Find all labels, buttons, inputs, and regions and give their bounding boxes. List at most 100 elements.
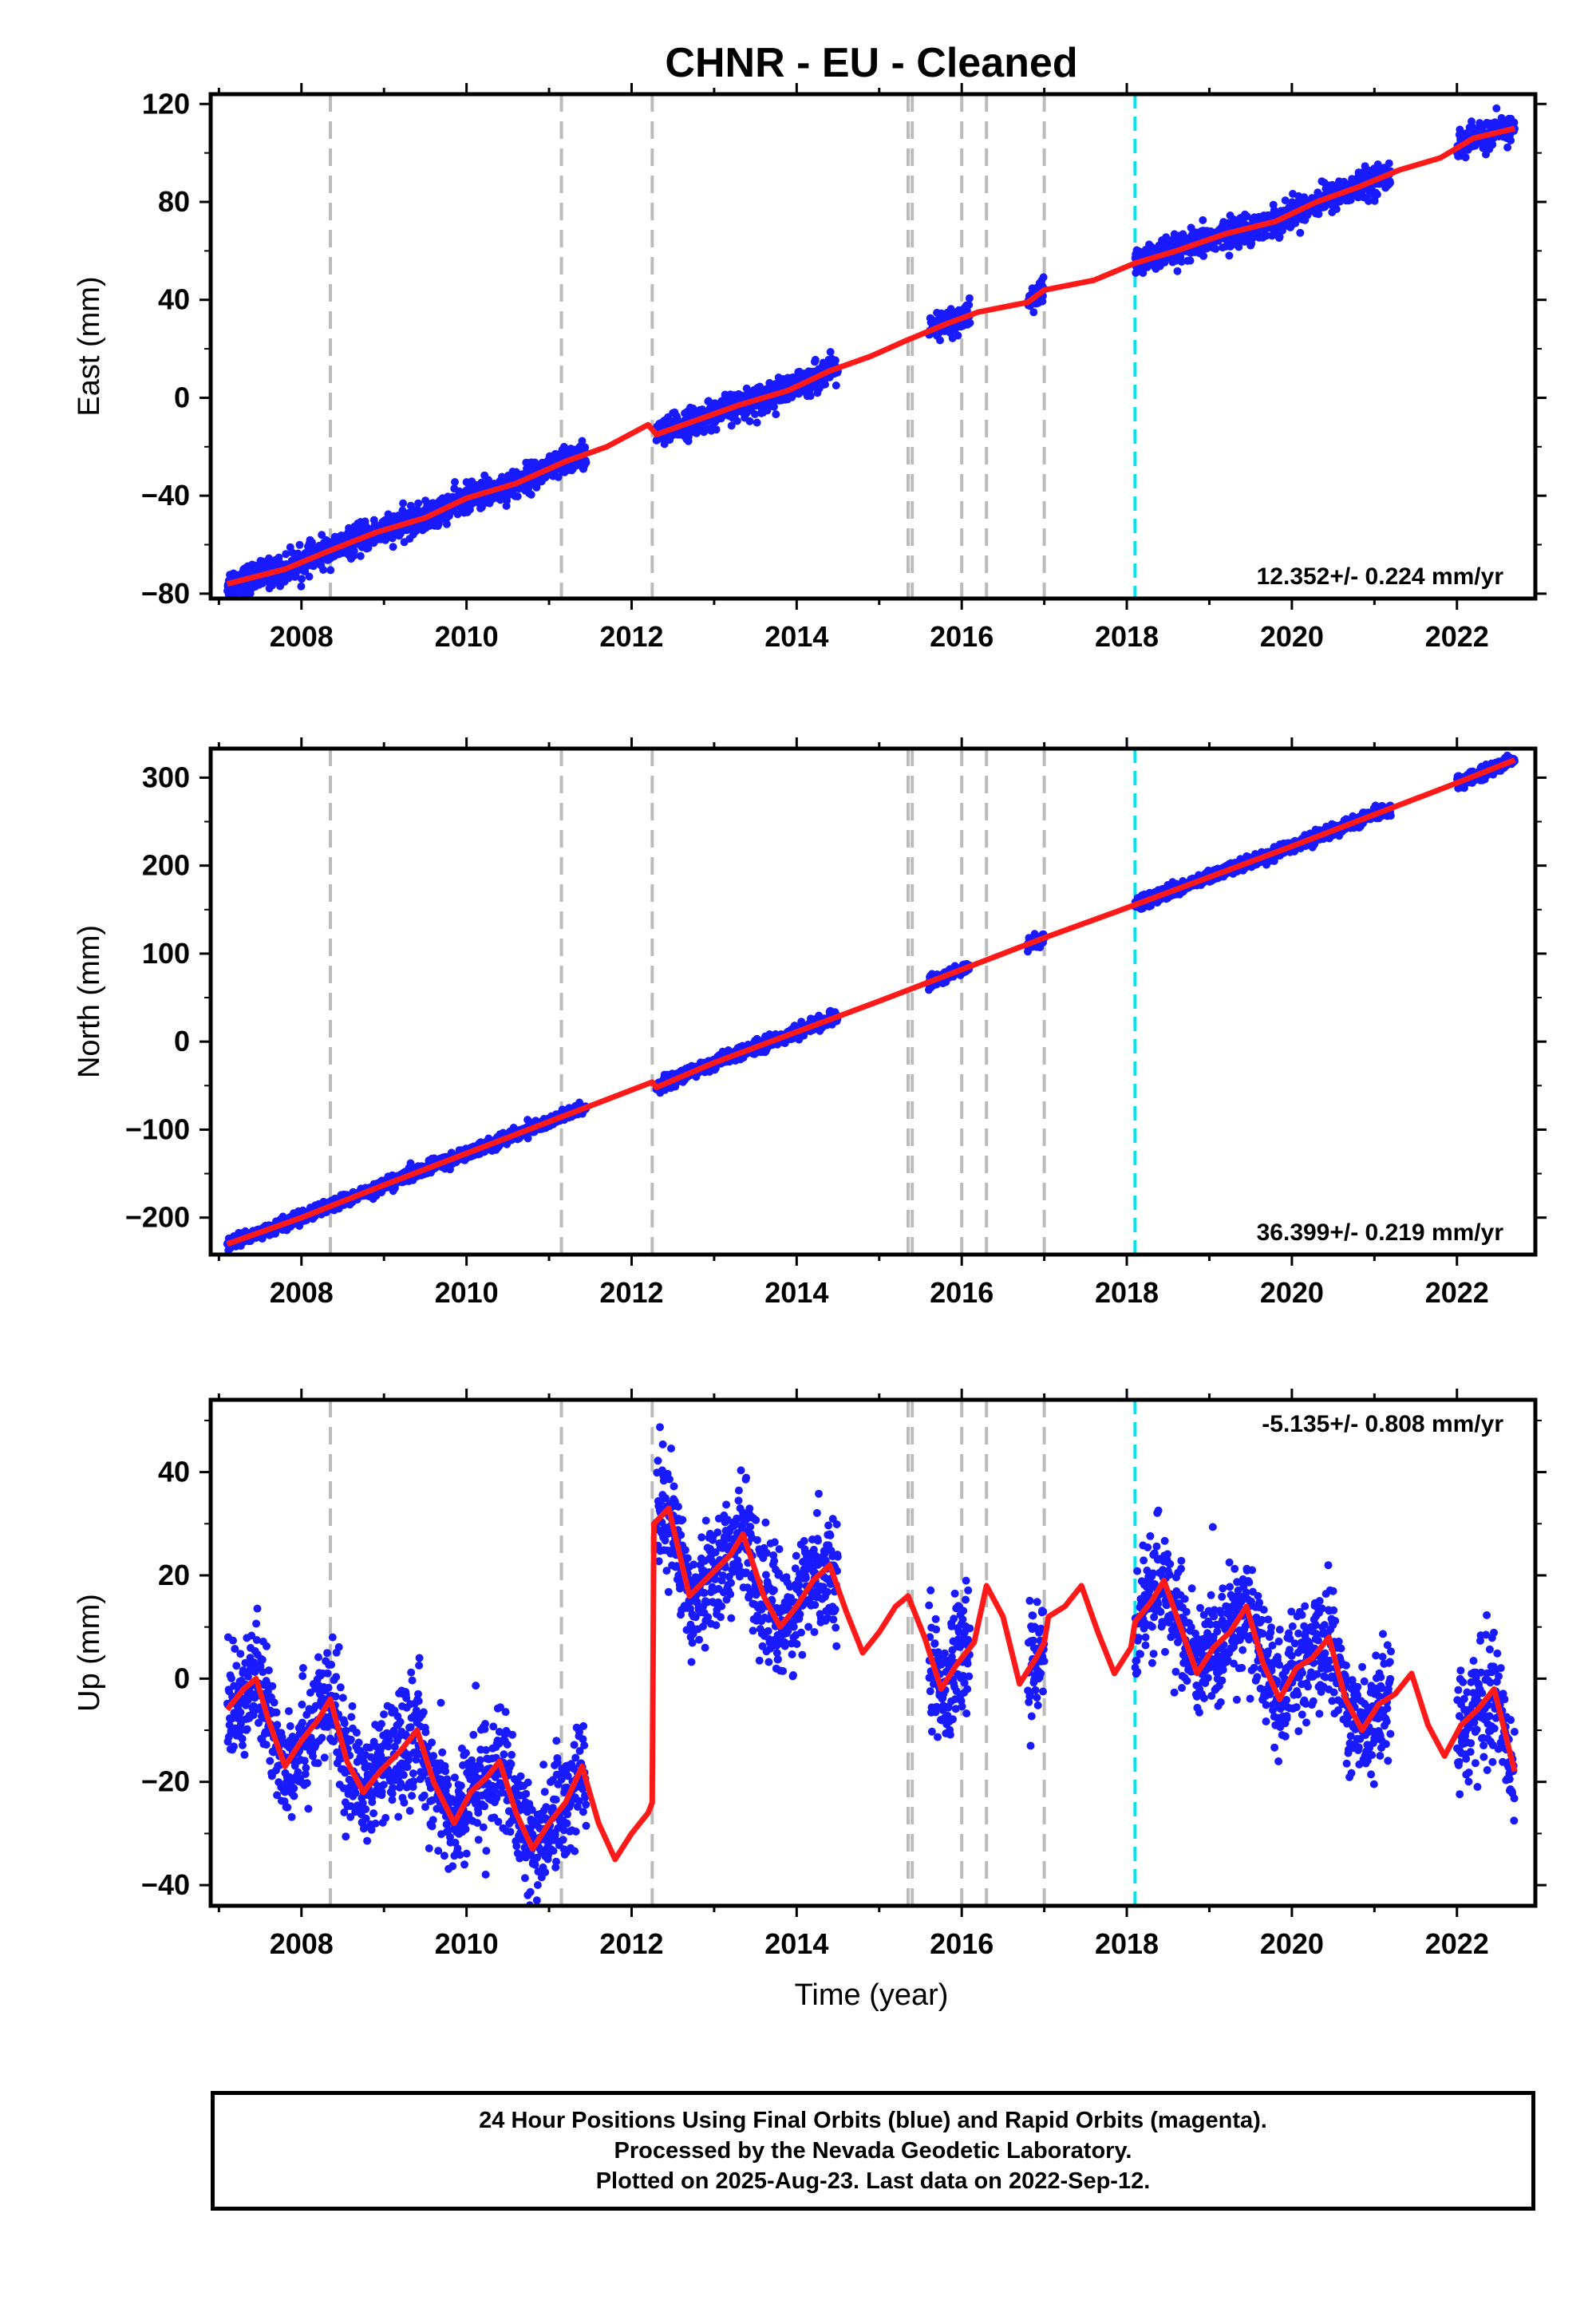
model-line-east xyxy=(226,125,1515,587)
data-point xyxy=(831,356,839,365)
data-point xyxy=(832,381,840,389)
data-point xyxy=(954,331,962,340)
data-point xyxy=(282,550,290,559)
data-point xyxy=(1507,136,1515,144)
data-point xyxy=(297,582,306,591)
panel-north: 2008 2010 2012 2014 2016 2018 2020 2022−200−100… xyxy=(73,737,1547,1309)
data-points-east xyxy=(223,104,1519,599)
data-point xyxy=(936,336,944,345)
data-point xyxy=(1147,243,1156,251)
data-point xyxy=(806,392,815,401)
y-tick-label: 0 xyxy=(174,381,190,413)
data-point xyxy=(966,318,974,327)
x-tick-label: 2012 xyxy=(599,620,663,653)
data-point xyxy=(1364,196,1373,205)
plot-area-north xyxy=(223,749,1519,1255)
data-point xyxy=(1510,118,1519,127)
data-point xyxy=(965,294,974,302)
data-point xyxy=(1211,244,1220,253)
x-tick-label: 2014 xyxy=(764,620,828,653)
data-point xyxy=(318,531,326,539)
data-point xyxy=(305,572,314,581)
data-point xyxy=(1235,243,1243,251)
data-point xyxy=(554,472,563,481)
data-point xyxy=(414,499,423,508)
data-point xyxy=(582,458,591,467)
data-point xyxy=(745,417,754,425)
data-point xyxy=(406,1159,415,1168)
data-point xyxy=(513,492,522,500)
data-point xyxy=(1461,153,1470,162)
y-tick-label: −80 xyxy=(141,577,190,610)
data-point xyxy=(527,490,535,499)
data-point xyxy=(712,425,721,434)
x-tick-label: 2008 xyxy=(270,620,334,653)
data-point xyxy=(965,301,974,309)
data-point xyxy=(1332,205,1341,213)
data-point xyxy=(727,421,736,430)
data-point xyxy=(772,410,780,419)
data-point xyxy=(1488,140,1497,149)
data-point xyxy=(388,534,397,543)
y-axis-label-east: East (mm) xyxy=(73,276,106,416)
data-point xyxy=(298,575,306,583)
data-point xyxy=(451,478,459,486)
data-point xyxy=(753,418,761,427)
data-point xyxy=(1199,215,1207,224)
data-point xyxy=(1225,251,1234,260)
y-tick-label: 40 xyxy=(158,283,190,316)
y-tick-label: 80 xyxy=(158,185,190,218)
data-point xyxy=(1029,308,1038,317)
rate-label-east: 12.352+/- 0.224 mm/yr xyxy=(1257,563,1504,590)
panels-group: 2008 2010 2012 2014 2016 2018 2020 2022 −80 −40 0 4… xyxy=(73,83,1547,1960)
data-point xyxy=(389,543,397,551)
data-point xyxy=(326,566,335,575)
data-point xyxy=(295,540,304,549)
plot-area-east xyxy=(223,94,1519,599)
data-point xyxy=(350,547,358,555)
data-point xyxy=(1275,232,1284,241)
data-point xyxy=(578,437,587,445)
y-tick-label: 120 xyxy=(142,87,190,120)
data-point xyxy=(1373,190,1381,199)
data-point xyxy=(1385,159,1393,168)
data-point xyxy=(1503,143,1512,152)
data-point xyxy=(319,566,328,574)
data-point xyxy=(364,543,373,552)
x-tick-label: 2020 xyxy=(1260,620,1324,653)
data-point xyxy=(308,538,316,547)
data-point xyxy=(769,402,778,411)
data-point xyxy=(1492,104,1501,113)
data-point xyxy=(1314,210,1323,219)
data-point xyxy=(811,355,820,364)
data-point xyxy=(1199,251,1208,260)
data-point xyxy=(751,410,759,418)
x-tick-label: 2022 xyxy=(1425,620,1489,653)
y-tick-label: −40 xyxy=(141,479,190,512)
data-point xyxy=(1173,267,1182,275)
data-point xyxy=(1270,206,1278,215)
data-point xyxy=(442,520,451,528)
figure-title: CHNR - EU - Cleaned xyxy=(665,40,1077,86)
x-tick-label: 2018 xyxy=(1095,620,1159,653)
data-point xyxy=(1177,258,1186,266)
x-tick-label: 2016 xyxy=(930,620,994,653)
panel-frame-east xyxy=(208,92,1538,601)
data-point xyxy=(1278,226,1286,235)
data-point xyxy=(1296,228,1305,237)
data-point xyxy=(399,499,408,508)
x-tick-label: 2010 xyxy=(435,620,499,653)
data-point xyxy=(733,417,741,425)
data-point xyxy=(1039,273,1048,282)
data-point xyxy=(523,1134,532,1143)
data-point xyxy=(826,348,835,356)
data-point xyxy=(1139,269,1148,277)
panel-east: 2008 2010 2012 2014 2016 2018 2020 2022 −80 −40 0 4… xyxy=(73,83,1547,653)
data-point xyxy=(821,380,829,389)
data-point xyxy=(356,551,365,560)
data-point xyxy=(1186,256,1195,265)
data-point xyxy=(559,442,568,451)
data-point xyxy=(1281,196,1290,205)
data-point xyxy=(1386,179,1394,188)
